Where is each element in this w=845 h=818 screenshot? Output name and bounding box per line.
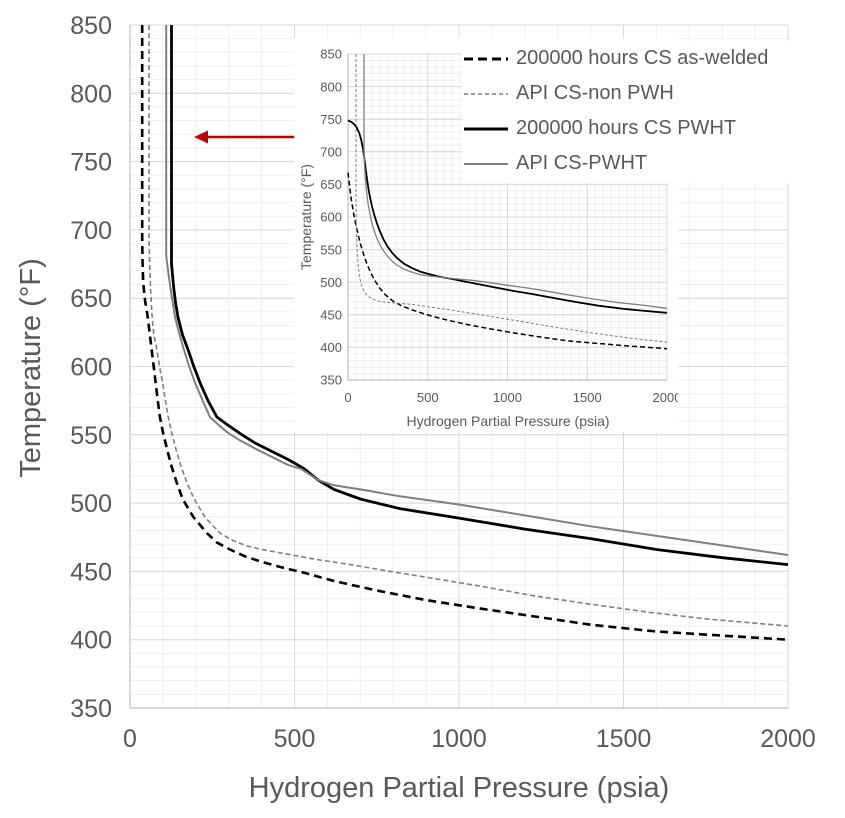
series-curve-3 bbox=[165, 25, 789, 556]
series-curve-2 bbox=[170, 25, 789, 566]
x-tick-label: 1500 bbox=[573, 390, 602, 405]
x-tick-label: 500 bbox=[274, 725, 316, 753]
legend-line-sample bbox=[464, 57, 508, 60]
legend-line-sample bbox=[464, 92, 508, 95]
legend-line-sample bbox=[464, 127, 508, 130]
y-tick-label: 750 bbox=[320, 112, 342, 127]
y-tick-label: 750 bbox=[70, 149, 112, 177]
y-tick-label: 650 bbox=[320, 177, 342, 192]
legend-label: 200000 hours CS PWHT bbox=[516, 117, 737, 139]
x-axis-title: Hydrogen Partial Pressure (psia) bbox=[406, 413, 609, 429]
chart-legend: 200000 hours CS as-welded API CS-non PWH 2… bbox=[462, 41, 842, 183]
y-tick-label: 500 bbox=[320, 275, 342, 290]
x-axis-title: Hydrogen Partial Pressure (psia) bbox=[249, 772, 670, 804]
legend-label: API CS-PWHT bbox=[516, 152, 648, 174]
x-tick-label: 1500 bbox=[596, 725, 652, 753]
y-tick-label: 450 bbox=[70, 558, 112, 586]
y-axis-title: Temperature (°F) bbox=[298, 164, 314, 270]
x-tick-label: 0 bbox=[123, 725, 137, 753]
x-tick-label: 1000 bbox=[431, 725, 487, 753]
y-tick-label: 550 bbox=[70, 422, 112, 450]
y-tick-label: 800 bbox=[70, 80, 112, 108]
y-tick-label: 500 bbox=[70, 490, 112, 518]
y-tick-label: 450 bbox=[320, 307, 342, 322]
y-tick-label: 600 bbox=[320, 210, 342, 225]
y-tick-label: 350 bbox=[320, 373, 342, 388]
x-tick-label: 1000 bbox=[493, 390, 522, 405]
legend-item: API CS-non PWH bbox=[462, 76, 842, 111]
series-curve-3 bbox=[363, 54, 668, 309]
y-tick-label: 400 bbox=[70, 627, 112, 655]
series-curve-2 bbox=[347, 119, 668, 314]
y-tick-label: 650 bbox=[70, 285, 112, 313]
x-tick-label: 2000 bbox=[760, 725, 816, 753]
y-tick-label: 350 bbox=[70, 695, 112, 723]
legend-label: 200000 hours CS as-welded bbox=[516, 47, 769, 69]
x-tick-label: 2000 bbox=[653, 390, 678, 405]
y-tick-label: 550 bbox=[320, 242, 342, 257]
y-tick-label: 850 bbox=[70, 12, 112, 40]
y-tick-label: 850 bbox=[320, 47, 342, 62]
y-tick-label: 700 bbox=[70, 217, 112, 245]
y-tick-label: 700 bbox=[320, 144, 342, 159]
legend-item: 200000 hours CS as-welded bbox=[462, 41, 842, 76]
y-axis-title: Temperature (°F) bbox=[15, 258, 47, 477]
y-tick-label: 400 bbox=[320, 340, 342, 355]
y-tick-label: 800 bbox=[320, 79, 342, 94]
inset-chart: 0 500 1000 1500 2000 350 400 450 500 550 600 650 700… bbox=[298, 47, 681, 429]
series-curve-0 bbox=[140, 25, 789, 641]
y-tick-label: 600 bbox=[70, 354, 112, 382]
legend-label: API CS-non PWH bbox=[516, 82, 674, 104]
series-curve-1 bbox=[355, 54, 668, 343]
legend-line-sample bbox=[464, 162, 508, 165]
series-curve-1 bbox=[148, 25, 789, 627]
x-tick-label: 0 bbox=[344, 390, 351, 405]
series-curve-0 bbox=[347, 172, 668, 350]
x-tick-label: 500 bbox=[417, 390, 439, 405]
legend-item: API CS-PWHT bbox=[462, 146, 842, 181]
legend-item: 200000 hours CS PWHT bbox=[462, 111, 842, 146]
